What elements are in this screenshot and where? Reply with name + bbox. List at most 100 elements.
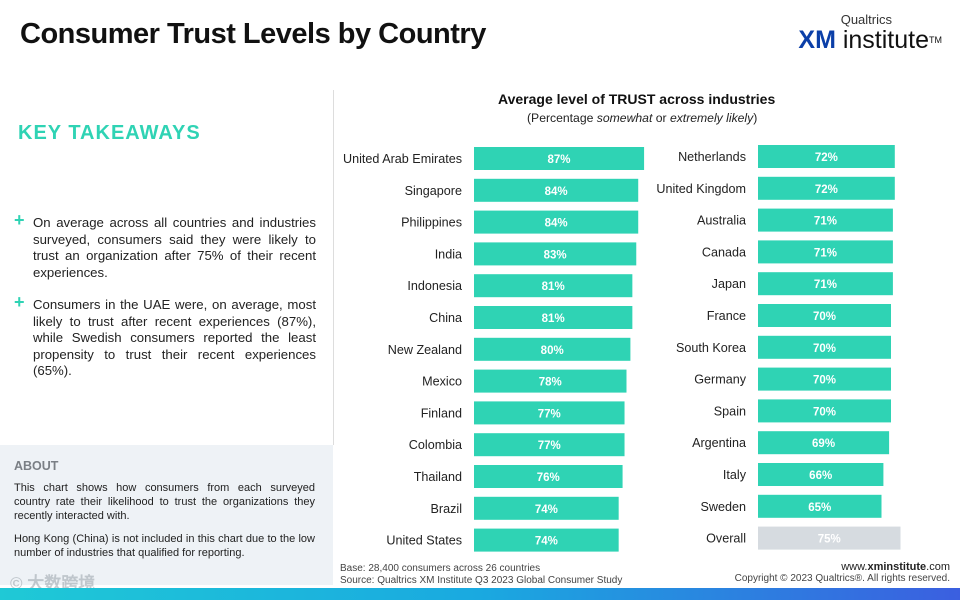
takeaway-text: Consumers in the UAE were, on average, m… [33, 297, 316, 379]
value-label: 71% [814, 279, 837, 291]
value-label: 84% [545, 218, 568, 230]
category-label: Argentina [692, 436, 746, 450]
site-domain: xminstitute [867, 561, 927, 573]
key-takeaways-heading: KEY TAKEAWAYS [18, 122, 201, 144]
bar-overall [758, 526, 901, 550]
bar-china [474, 306, 633, 329]
subtitle-mid: or [652, 111, 670, 125]
bar-italy [758, 463, 884, 486]
category-label: Brazil [431, 502, 463, 516]
bar-united-states [474, 528, 619, 552]
category-label: Indonesia [407, 279, 462, 293]
bar-sweden [758, 494, 882, 518]
copyright: Copyright © 2023 Qualtrics®. All rights … [734, 573, 950, 584]
category-label: India [435, 247, 462, 261]
value-label: 70% [813, 311, 836, 323]
value-label: 80% [541, 345, 564, 357]
bottom-gradient-bar [0, 588, 960, 600]
bar-argentina [758, 431, 890, 455]
value-label: 81% [542, 313, 565, 325]
site-suffix: .com [926, 561, 950, 573]
value-label: 65% [808, 502, 831, 514]
value-label: 69% [812, 438, 835, 450]
category-label: Sweden [700, 500, 746, 514]
bar-japan [758, 272, 893, 296]
category-label: Japan [712, 277, 746, 291]
category-label: Mexico [422, 375, 462, 389]
bar-united-kingdom [758, 176, 895, 200]
category-label: Netherlands [678, 150, 746, 164]
category-label: China [429, 311, 462, 325]
subtitle-pre: (Percentage [527, 111, 597, 125]
bar-germany [758, 367, 891, 391]
value-label: 77% [538, 440, 561, 452]
plus-icon: + [14, 292, 25, 312]
bar-mexico [474, 369, 627, 393]
plus-icon: + [14, 210, 25, 230]
subtitle-post: ) [753, 111, 758, 125]
value-label: 76% [537, 472, 560, 484]
value-label: 70% [813, 406, 836, 418]
category-label: Germany [694, 373, 746, 387]
logo-trademark: TM [929, 35, 942, 45]
category-label: Canada [702, 245, 746, 259]
logo-xm: XM [798, 26, 836, 54]
chart-title: Average level of TRUST across industries [498, 91, 776, 107]
subtitle-em-extremely: extremely likely [669, 111, 754, 125]
value-label: 70% [813, 343, 836, 355]
value-label: 83% [544, 249, 567, 261]
about-description: This chart shows how consumers from each… [14, 482, 315, 522]
website-link[interactable]: www.xminstitute.com [841, 561, 950, 574]
bar-brazil [474, 496, 619, 520]
value-label: 71% [814, 247, 837, 259]
about-note: Hong Kong (China) is not included in thi… [14, 533, 315, 560]
logo-institute: institute [835, 26, 929, 54]
bar-philippines [474, 210, 639, 234]
takeaway-item: + Consumers in the UAE were, on average,… [14, 292, 316, 380]
page-title: Consumer Trust Levels by Country [20, 18, 486, 50]
category-label: United Kingdom [656, 182, 746, 196]
bar-united-arab-emirates [474, 147, 645, 170]
value-label: 70% [813, 375, 836, 387]
category-label: United States [386, 534, 462, 548]
category-label: United Arab Emirates [343, 152, 462, 166]
value-label: 81% [542, 281, 565, 293]
category-label: Finland [421, 406, 462, 420]
bar-france [758, 304, 891, 327]
footer-notes: Base: 28,400 consumers across 26 countri… [340, 563, 622, 587]
bar-indonesia [474, 274, 633, 298]
subtitle-em-somewhat: somewhat [596, 111, 653, 125]
category-label: Colombia [409, 438, 462, 452]
category-label: Philippines [401, 216, 462, 230]
bar-finland [474, 401, 625, 425]
section-divider [333, 90, 334, 445]
category-label: Italy [723, 468, 747, 482]
bar-spain [758, 399, 891, 423]
bar-south-korea [758, 335, 891, 359]
bar-colombia [474, 433, 625, 457]
site-prefix: www. [841, 561, 868, 573]
about-heading: ABOUT [14, 459, 59, 473]
bar-singapore [474, 178, 639, 202]
value-label: 71% [814, 216, 837, 228]
chart-subtitle: (Percentage somewhat or extremely likely… [527, 111, 757, 125]
takeaway-item: + On average across all countries and in… [14, 210, 316, 281]
value-label: 74% [535, 504, 558, 516]
bar-thailand [474, 465, 623, 488]
value-label: 72% [815, 184, 838, 196]
value-label: 74% [535, 536, 558, 548]
category-label: South Korea [676, 341, 746, 355]
about-panel: ABOUT This chart shows how consumers fro… [0, 445, 333, 585]
source-note: Source: Qualtrics XM Institute Q3 2023 G… [340, 575, 623, 586]
category-label: Singapore [405, 184, 462, 198]
value-label: 78% [539, 377, 562, 389]
value-label: 84% [545, 186, 568, 198]
category-label: Overall [706, 532, 746, 546]
value-label: 72% [815, 152, 838, 164]
bar-new-zealand [474, 337, 631, 361]
category-label: Thailand [414, 470, 462, 484]
bar-canada [758, 240, 893, 264]
takeaway-text: On average across all countries and indu… [33, 215, 316, 280]
bar-netherlands [758, 145, 895, 168]
